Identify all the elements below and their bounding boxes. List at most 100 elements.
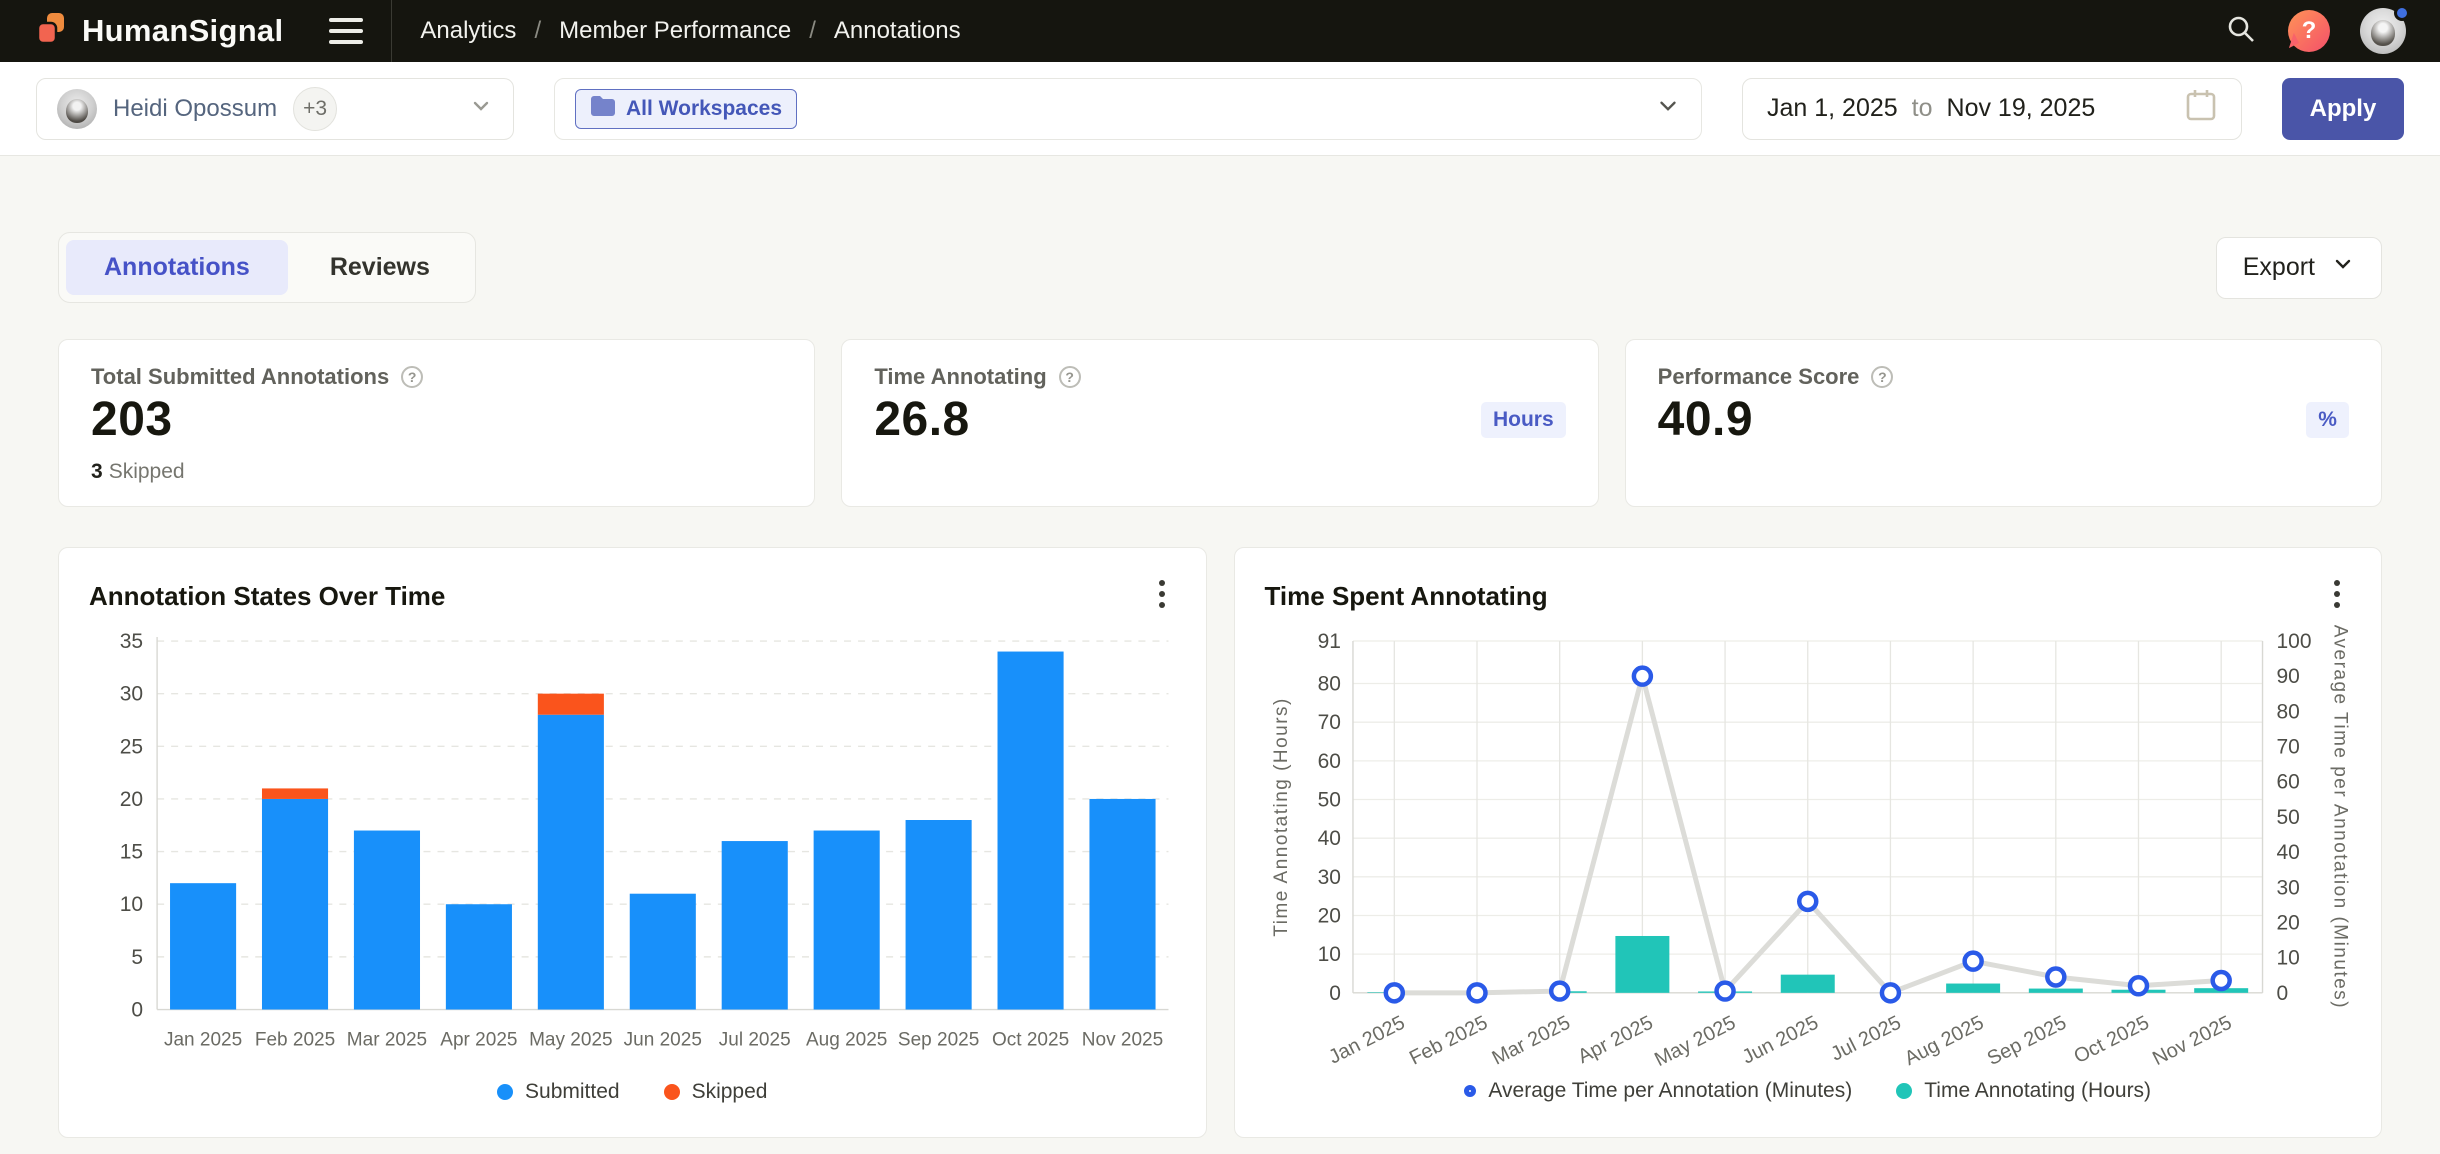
member-select[interactable]: Heidi Opossum +3 — [36, 77, 514, 140]
chart-annotation-states: Annotation States Over Time 0 5 10 15 20 25 30… — [58, 547, 1207, 1138]
stat-value: 40.9 — [1657, 393, 1754, 446]
svg-text:50: 50 — [1317, 789, 1340, 812]
unit-badge: % — [2306, 401, 2349, 438]
apply-button[interactable]: Apply — [2282, 77, 2404, 140]
stat-card-time-annotating: Time Annotating ? 26.8 Hours — [841, 339, 1599, 507]
date-from: Jan 1, 2025 — [1767, 94, 1898, 122]
chart-legend: Submitted Skipped — [89, 1080, 1176, 1104]
legend-avg-time[interactable]: Average Time per Annotation (Minutes) — [1464, 1079, 1852, 1103]
workspace-select[interactable]: All Workspaces — [554, 77, 1702, 140]
svg-text:10: 10 — [2276, 947, 2299, 970]
svg-text:90: 90 — [2276, 665, 2299, 688]
svg-text:Jun 2025: Jun 2025 — [1738, 1012, 1821, 1069]
svg-text:30: 30 — [120, 683, 143, 706]
svg-text:Apr 2025: Apr 2025 — [1574, 1012, 1656, 1068]
workspace-chip-label: All Workspaces — [626, 96, 783, 120]
svg-text:100: 100 — [2276, 630, 2311, 653]
brand[interactable]: HumanSignal — [34, 11, 283, 52]
breadcrumb-separator: / — [809, 17, 816, 44]
export-button[interactable]: Export — [2215, 236, 2382, 299]
filter-bar: Heidi Opossum +3 All Workspaces Jan 1, 2… — [0, 62, 2440, 156]
stat-card-performance-score: Performance Score ? 40.9 % — [1624, 339, 2382, 507]
svg-text:Mar 2025: Mar 2025 — [1488, 1012, 1573, 1070]
stat-card-total-submitted: Total Submitted Annotations ? 203 3 Skipp… — [58, 339, 816, 507]
svg-text:20: 20 — [1317, 904, 1340, 927]
extra-members-badge: +3 — [293, 86, 338, 131]
svg-text:40: 40 — [1317, 827, 1340, 850]
legend-label: Submitted — [525, 1079, 620, 1103]
bar-chart-canvas: 0 5 10 15 20 25 30 35 Jan 2025 Feb 2025 Mar 2025 Ap… — [120, 630, 1169, 1051]
breadcrumb-separator: / — [534, 17, 542, 44]
skipped-count: 3 — [91, 460, 103, 483]
presence-dot — [2394, 5, 2410, 21]
svg-text:Mar 2025: Mar 2025 — [347, 1030, 427, 1051]
workspace-chip[interactable]: All Workspaces — [575, 88, 798, 129]
stat-value: 26.8 — [874, 393, 970, 446]
legend-time-annotating[interactable]: Time Annotating (Hours) — [1896, 1079, 2151, 1103]
help-icon[interactable]: ? — [2288, 10, 2330, 52]
svg-text:70: 70 — [1317, 711, 1340, 734]
date-range-picker[interactable]: Jan 1, 2025 to Nov 19, 2025 — [1742, 77, 2242, 140]
chevron-down-icon — [1655, 93, 1681, 124]
svg-text:May 2025: May 2025 — [529, 1030, 613, 1051]
svg-text:Jul 2025: Jul 2025 — [1827, 1012, 1904, 1066]
legend-label: Time Annotating (Hours) — [1924, 1078, 2152, 1102]
chevron-down-icon — [2331, 252, 2355, 283]
svg-text:Oct 2025: Oct 2025 — [992, 1030, 1069, 1051]
stat-value: 203 — [91, 393, 173, 446]
stat-label: Performance Score — [1657, 364, 1860, 389]
kebab-menu-icon[interactable] — [1148, 574, 1176, 619]
svg-text:Average Time per Annotation (M: Average Time per Annotation (Minutes) — [2329, 625, 2350, 1009]
svg-text:30: 30 — [1317, 866, 1340, 889]
help-circle-icon[interactable]: ? — [401, 366, 424, 388]
breadcrumb-annotations[interactable]: Annotations — [833, 17, 961, 44]
svg-text:50: 50 — [2276, 806, 2299, 829]
search-icon[interactable] — [2224, 12, 2258, 51]
svg-text:Aug 2025: Aug 2025 — [806, 1030, 887, 1051]
chart-legend: Average Time per Annotation (Minutes) Ti… — [1265, 1079, 2352, 1103]
svg-text:May 2025: May 2025 — [1651, 1012, 1739, 1071]
combo-chart-canvas: 0 10 20 30 40 50 60 70 80 91 0 10 20 30 40 50 60 70 80 90 10… — [1271, 625, 2350, 1071]
svg-text:80: 80 — [2276, 700, 2299, 723]
svg-text:Nov 2025: Nov 2025 — [1082, 1030, 1163, 1051]
svg-text:20: 20 — [2276, 911, 2299, 934]
menu-icon[interactable] — [329, 18, 364, 44]
folder-icon — [590, 95, 616, 123]
tab-annotations[interactable]: Annotations — [66, 240, 288, 295]
svg-text:0: 0 — [131, 999, 143, 1022]
legend-label: Skipped — [691, 1079, 768, 1103]
help-circle-icon[interactable]: ? — [1871, 366, 1894, 388]
svg-text:Aug 2025: Aug 2025 — [1901, 1012, 1987, 1070]
chevron-down-icon — [469, 94, 493, 123]
help-circle-icon[interactable]: ? — [1058, 366, 1081, 388]
legend-dot-time-annotating — [1896, 1082, 1913, 1099]
svg-text:30: 30 — [2276, 876, 2299, 899]
svg-text:Jul 2025: Jul 2025 — [719, 1030, 791, 1051]
svg-text:0: 0 — [1329, 982, 1341, 1005]
svg-text:70: 70 — [2276, 736, 2299, 759]
legend-submitted[interactable]: Submitted — [497, 1080, 620, 1104]
svg-text:Feb 2025: Feb 2025 — [1406, 1012, 1491, 1070]
svg-text:20: 20 — [120, 788, 143, 811]
tab-reviews[interactable]: Reviews — [329, 253, 430, 281]
chart-time-spent: Time Spent Annotating 0 10 20 30 40 50 60 70 80 9… — [1233, 547, 2382, 1138]
svg-text:40: 40 — [2276, 841, 2299, 864]
kebab-menu-icon[interactable] — [2323, 574, 2351, 619]
svg-text:0: 0 — [2276, 982, 2288, 1005]
svg-text:60: 60 — [2276, 771, 2299, 794]
svg-text:Nov 2025: Nov 2025 — [2149, 1012, 2235, 1070]
breadcrumb-analytics[interactable]: Analytics — [420, 17, 517, 44]
humansignal-logo-icon — [34, 11, 70, 52]
user-avatar[interactable] — [2360, 5, 2410, 54]
breadcrumb-member-performance[interactable]: Member Performance — [559, 17, 792, 44]
member-name: Heidi Opossum — [113, 94, 278, 122]
svg-text:Oct 2025: Oct 2025 — [2070, 1012, 2152, 1068]
legend-skipped[interactable]: Skipped — [663, 1079, 768, 1104]
svg-text:80: 80 — [1317, 673, 1340, 696]
tab-group: Annotations Reviews — [58, 232, 476, 303]
svg-text:10: 10 — [120, 893, 143, 916]
legend-ring-avg-time — [1464, 1084, 1477, 1097]
stat-label: Total Submitted Annotations — [91, 364, 390, 389]
calendar-icon — [2185, 88, 2217, 129]
legend-dot-skipped — [663, 1083, 680, 1100]
